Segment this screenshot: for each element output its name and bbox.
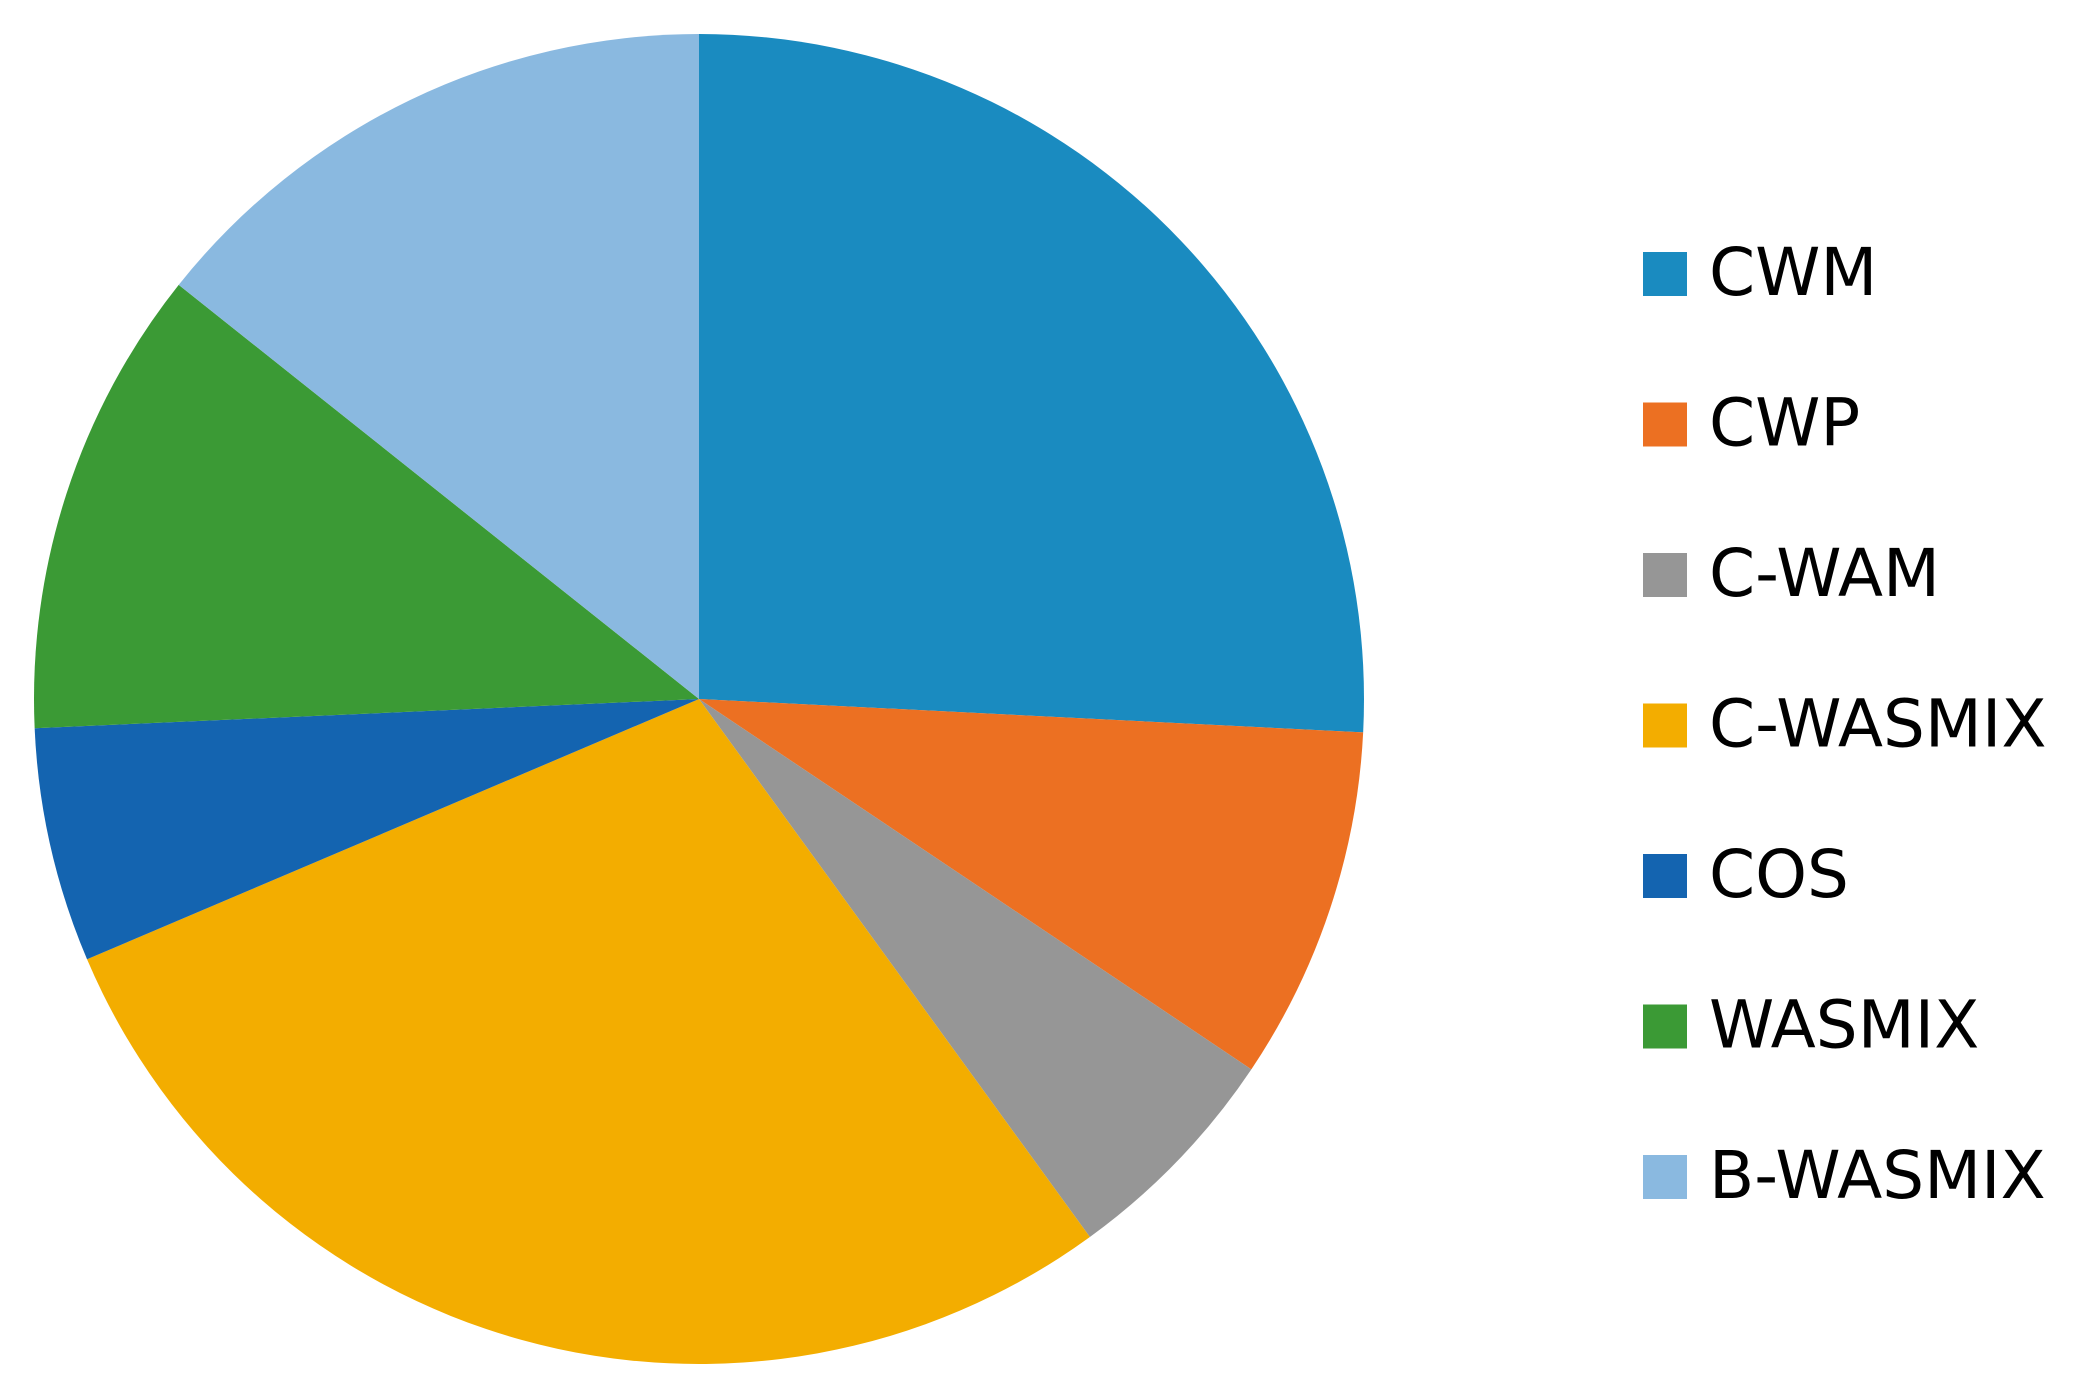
pie-slice bbox=[178, 33, 700, 699]
legend-label: B-WASMIX bbox=[1709, 1137, 2046, 1214]
legend-swatch bbox=[1643, 1004, 1687, 1049]
pie-slice bbox=[699, 699, 1364, 1070]
legend-swatch bbox=[1643, 402, 1687, 447]
legend-label: C-WASMIX bbox=[1709, 686, 2047, 763]
pie-slice bbox=[33, 284, 699, 729]
legend-label: CWP bbox=[1709, 385, 1860, 462]
pie-slice bbox=[699, 699, 1252, 1237]
legend-swatch bbox=[1643, 703, 1687, 748]
legend-label: WASMIX bbox=[1709, 987, 1979, 1064]
legend-swatch bbox=[1643, 252, 1687, 296]
legend-label: COS bbox=[1709, 836, 1849, 913]
legend-label: C-WAM bbox=[1709, 535, 1940, 612]
pie-slice bbox=[87, 699, 1090, 1365]
pie-slice bbox=[699, 34, 1364, 733]
legend-label: CWM bbox=[1709, 234, 1877, 311]
legend-swatch bbox=[1643, 1155, 1687, 1199]
legend-swatch bbox=[1643, 553, 1687, 597]
pie-slice bbox=[34, 699, 700, 960]
legend-swatch bbox=[1643, 854, 1687, 898]
